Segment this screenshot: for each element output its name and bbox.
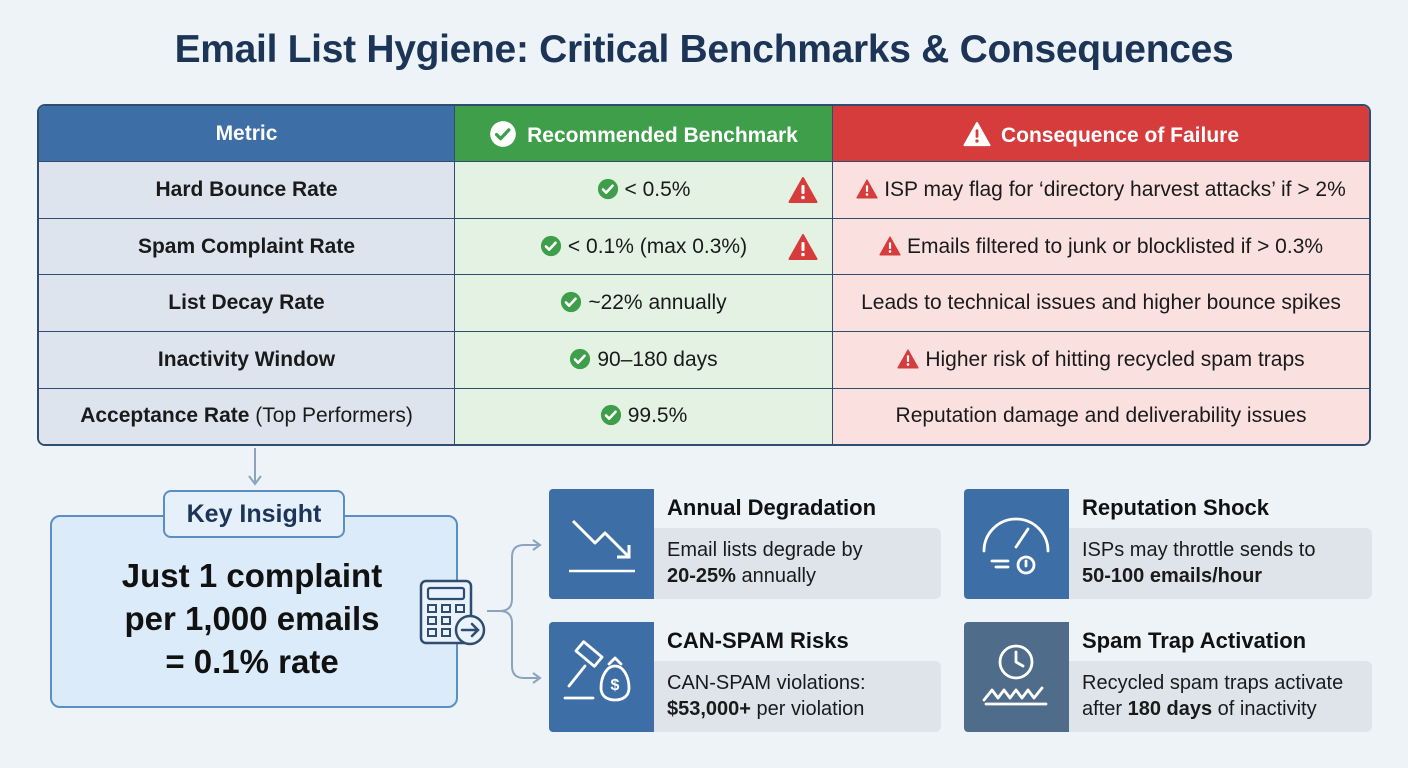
table-row: Hard Bounce Rate < 0.5% ISP may flag for… [39, 161, 1369, 219]
benchmark-cell: < 0.5% [454, 161, 833, 219]
arrowhead [532, 539, 542, 684]
benchmark: 90–180 days [597, 348, 718, 372]
metric-cell: Hard Bounce Rate [39, 161, 455, 219]
metric: Acceptance Rate [80, 404, 250, 428]
metric-cell: Inactivity Window [39, 331, 455, 389]
connector [487, 544, 538, 612]
key-insight-label: Key Insight [163, 490, 345, 538]
metric: Spam Complaint Rate [137, 234, 356, 258]
metric: List Decay Rate [168, 291, 325, 315]
connector [499, 610, 538, 679]
table-row: List Decay Rate ~22% annually Leads to t… [39, 274, 1369, 333]
card-line: after 180 days of inactivity [1082, 696, 1372, 722]
card-text: annually [735, 565, 816, 587]
metric: Hard Bounce Rate [155, 177, 338, 201]
consequence: Leads to technical issues and higher bou… [861, 291, 1341, 315]
insight-line: Just 1 complaint [121, 557, 383, 594]
card-line: Recycled spam traps activate [1082, 670, 1372, 696]
card-text: of inactivity [1212, 698, 1317, 720]
card-text: per violation [750, 698, 865, 720]
card-title: CAN-SPAM Risks [667, 628, 849, 653]
card-icon-box [964, 489, 1069, 599]
benchmark: 99.5% [627, 404, 688, 428]
card-highlight: $53,000+ [667, 698, 751, 720]
header-text: Recommended Benchmark [527, 123, 798, 147]
metric-cell: Acceptance Rate (Top Performers) [39, 387, 455, 444]
card-line: $53,000+ per violation [667, 696, 941, 722]
card-line: ISPs may throttle sends to [1082, 537, 1372, 563]
calculator-icon [419, 579, 486, 646]
consequence: Emails filtered to junk or blocklisted i… [906, 234, 1324, 258]
consequence: Reputation damage and deliverability iss… [895, 404, 1307, 428]
card-icon-box [549, 489, 654, 599]
table-row: Spam Complaint Rate < 0.1% (max 0.3%) Em… [39, 217, 1369, 276]
card-text: after [1082, 698, 1128, 720]
trend-down-icon [569, 519, 635, 573]
header-cell: Metric [39, 106, 455, 162]
card-line: 50-100 emails/hour [1082, 563, 1372, 589]
card-title: Spam Trap Activation [1082, 628, 1307, 653]
card-line: CAN-SPAM violations: [667, 670, 941, 696]
benchmark-cell: 90–180 days [454, 331, 833, 389]
benchmark-cell: < 0.1% (max 0.3%) [454, 217, 833, 276]
consequence-cell: Reputation damage and deliverability iss… [832, 387, 1369, 444]
table-row: Acceptance Rate (Top Performers) 99.5% R… [39, 387, 1369, 444]
card-body: CAN-SPAM violations: $53,000+ per violati… [654, 661, 941, 732]
header-text: Metric [215, 121, 278, 145]
card-text: Email lists degrade by [667, 539, 863, 561]
insight-line: per 1,000 emails [124, 600, 380, 637]
card-line: 20-25% annually [667, 563, 941, 589]
card-highlight: 50-100 emails/hour [1082, 565, 1263, 587]
card-line: Email lists degrade by [667, 537, 941, 563]
card-highlight: 20-25% [667, 565, 736, 587]
card-title: Annual Degradation [667, 495, 877, 520]
page-title: Email List Hygiene: Critical Benchmarks … [174, 28, 1234, 71]
table: Metric Recommended Benchmark Consequence… [39, 106, 1369, 444]
svg-text:$: $ [611, 677, 620, 694]
header-text: Consequence of Failure [1000, 123, 1240, 147]
card-text: ISPs may throttle sends to [1082, 539, 1316, 561]
table-row: Inactivity Window 90–180 days Higher ris… [39, 331, 1369, 389]
metric-note: (Top Performers) [255, 404, 413, 428]
card-body: Email lists degrade by 20-25% annually [654, 528, 941, 599]
consequence: Higher risk of hitting recycled spam tra… [925, 348, 1305, 372]
metric-cell: List Decay Rate [39, 274, 455, 333]
consequence-cell: Leads to technical issues and higher bou… [832, 274, 1369, 333]
consequence: ISP may flag for ‘directory harvest atta… [884, 177, 1346, 201]
benchmark: < 0.5% [624, 177, 691, 201]
card-icon-box [964, 622, 1069, 732]
benchmark: ~22% annually [588, 291, 727, 315]
gauge-icon [982, 517, 1050, 575]
benchmark-table: Metric Recommended Benchmark Consequence… [37, 104, 1371, 446]
card-highlight: 180 days [1127, 698, 1213, 720]
card-body: Recycled spam traps activate after 180 da… [1069, 661, 1372, 732]
header-cell: Consequence of Failure [832, 106, 1369, 162]
gavel-icon: $ [563, 640, 631, 702]
card-text: Recycled spam traps activate [1082, 672, 1344, 694]
header-row: Metric Recommended Benchmark Consequence… [39, 106, 1369, 162]
trap-clock-icon [982, 644, 1048, 706]
consequence-cell: Higher risk of hitting recycled spam tra… [832, 331, 1369, 389]
arrowhead [248, 475, 262, 486]
metric-cell: Spam Complaint Rate [39, 217, 455, 276]
consequence-cell: Emails filtered to junk or blocklisted i… [832, 217, 1369, 276]
card-icon-box: $ [549, 622, 654, 732]
benchmark-cell: ~22% annually [454, 274, 833, 333]
benchmark-cell: 99.5% [454, 387, 833, 444]
header-cell: Recommended Benchmark [454, 106, 833, 162]
metric: Inactivity Window [157, 348, 336, 372]
card-text: CAN-SPAM violations: [667, 672, 866, 694]
insight-line: = 0.1% rate [165, 643, 339, 680]
consequence-cell: ISP may flag for ‘directory harvest atta… [832, 161, 1369, 219]
card-title: Reputation Shock [1082, 495, 1270, 520]
benchmark: < 0.1% (max 0.3%) [567, 234, 748, 258]
card-body: ISPs may throttle sends to 50-100 emails/… [1069, 528, 1372, 599]
